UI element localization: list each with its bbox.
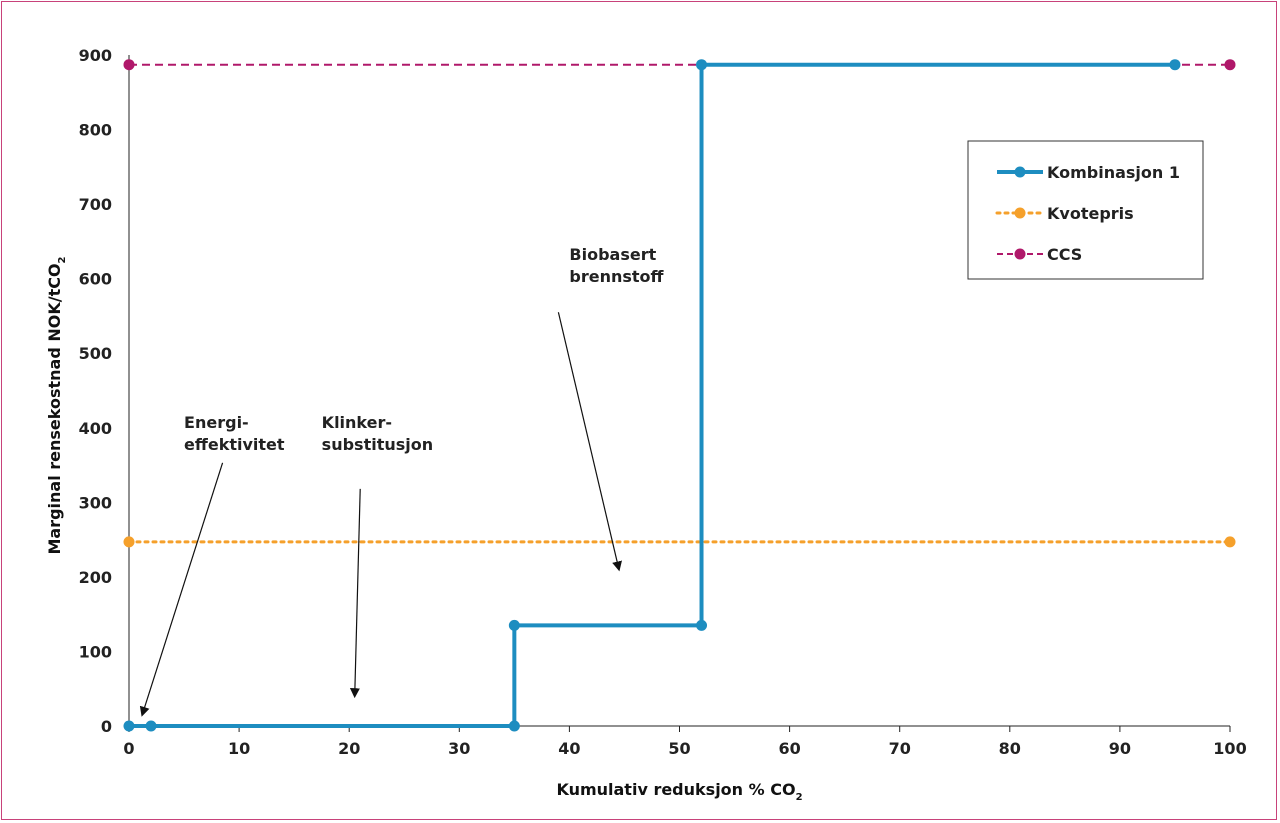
annotation-line: Biobasert xyxy=(569,245,656,264)
y-tick-label: 600 xyxy=(79,270,112,289)
data-point-kombinasjon-1 xyxy=(145,720,157,732)
y-tick-label: 100 xyxy=(79,642,112,661)
legend-marker-ccs xyxy=(1014,248,1026,260)
x-tick-label: 70 xyxy=(889,739,911,758)
annotation-label: Biobasert brennstoff xyxy=(569,245,664,286)
y-tick-label: 300 xyxy=(79,493,112,512)
x-tick-label: 50 xyxy=(668,739,690,758)
annotation-arrow xyxy=(557,312,622,572)
x-tick-label: 0 xyxy=(123,739,134,758)
series-layer xyxy=(123,59,1236,732)
x-tick-label: 60 xyxy=(778,739,800,758)
legend-box xyxy=(967,140,1204,280)
annotations: Energi-effektivitet Klinker-substitusjon B… xyxy=(139,245,665,717)
annotation-line: effektivitet xyxy=(184,435,285,454)
legend-label-kombinasjon-1: Kombinasjon 1 xyxy=(1047,163,1180,182)
legend-label-kvotepris: Kvotepris xyxy=(1047,204,1134,223)
y-tick-label: 0 xyxy=(101,717,112,736)
annotation-label: Energi-effektivitet xyxy=(184,413,285,454)
data-point-kombinasjon-1 xyxy=(123,720,135,732)
x-tick-label: 80 xyxy=(999,739,1021,758)
x-axis-title: Kumulativ reduksjon % CO2 xyxy=(556,780,802,803)
data-point-kombinasjon-1 xyxy=(696,59,708,71)
x-axis-title-subscript: 2 xyxy=(796,792,803,803)
axes: 0 10 20 30 40 50 60 70 80 90 100 0 100 200 300 400 500 60… xyxy=(45,46,1247,803)
x-tick-label: 90 xyxy=(1109,739,1131,758)
legend-marker-kvotepris xyxy=(1014,207,1026,219)
data-point-kombinasjon-1 xyxy=(696,619,708,631)
x-tick-label: 20 xyxy=(338,739,360,758)
y-tick-label: 500 xyxy=(79,344,112,363)
x-tick-label: 100 xyxy=(1213,739,1246,758)
y-tick-label: 800 xyxy=(79,121,112,140)
data-point-kombinasjon-1 xyxy=(508,720,520,732)
annotation-line: Klinker- xyxy=(322,413,392,432)
y-axis-title-subscript: 2 xyxy=(57,256,68,263)
annotation-arrow xyxy=(349,488,361,699)
y-tick-label: 700 xyxy=(79,195,112,214)
y-tick-label: 200 xyxy=(79,568,112,587)
legend: Kombinasjon 1 Kvotepris CCS xyxy=(967,140,1204,280)
annotation-line: Energi- xyxy=(184,413,249,432)
data-point-kombinasjon-1 xyxy=(1169,59,1181,71)
legend-label-ccs: CCS xyxy=(1047,245,1082,264)
data-point-kvotepris xyxy=(123,536,135,548)
y-tick-label: 900 xyxy=(79,46,112,65)
annotation-label: Klinker-substitusjon xyxy=(322,413,433,454)
annotation-line: substitusjon xyxy=(322,435,433,454)
x-tick-label: 40 xyxy=(558,739,580,758)
annotation-arrow xyxy=(139,462,224,717)
x-tick-label: 30 xyxy=(448,739,470,758)
y-tick-label: 400 xyxy=(79,419,112,438)
x-tick-label: 10 xyxy=(228,739,250,758)
data-point-ccs xyxy=(1224,59,1236,71)
data-point-kombinasjon-1 xyxy=(508,619,520,631)
data-point-kvotepris xyxy=(1224,536,1236,548)
data-point-ccs xyxy=(123,59,135,71)
y-axis-title: Marginal rensekostnad NOK/tCO2 xyxy=(45,256,68,554)
legend-marker-kombinasjon-1 xyxy=(1014,166,1026,178)
annotation-line: brennstoff xyxy=(569,267,664,286)
